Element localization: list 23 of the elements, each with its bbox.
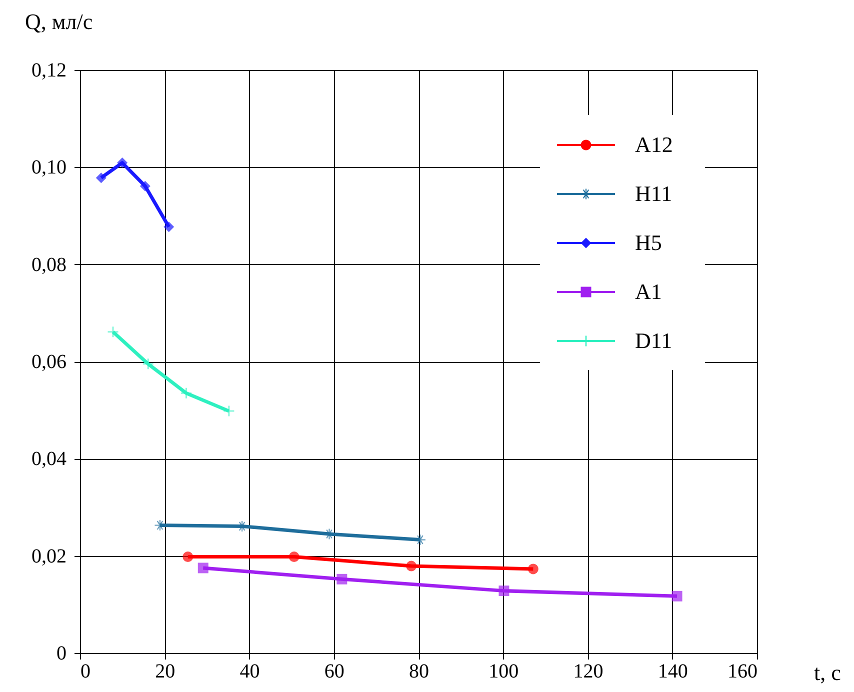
- x-tick-label: 140: [658, 660, 688, 682]
- legend-label: D11: [635, 328, 672, 353]
- legend-label: A1: [635, 279, 662, 304]
- legend-label: H5: [635, 230, 662, 255]
- x-tick-label: 40: [240, 660, 260, 682]
- x-tick-label: 160: [728, 660, 758, 682]
- y-tick-label: 0,08: [32, 254, 66, 276]
- x-tick-label: 80: [409, 660, 429, 682]
- y-tick-label: 0: [56, 642, 66, 664]
- legend-label: H11: [635, 181, 672, 206]
- y-tick-label: 0,06: [32, 351, 66, 373]
- x-tick-label: 20: [155, 660, 176, 682]
- y-tick-label: 0,10: [32, 156, 66, 179]
- x-tick-label: 100: [488, 660, 519, 682]
- x-tick-label: 120: [573, 660, 604, 682]
- x-axis-title: t, с: [814, 660, 842, 685]
- x-tick-label: 60: [324, 660, 344, 682]
- y-tick-label: 0,02: [32, 545, 66, 568]
- y-axis-title: Q, мл/с: [25, 9, 93, 34]
- x-tick-label: 0: [80, 660, 90, 682]
- y-tick-label: 0,12: [32, 60, 66, 82]
- y-tick-label: 0,04: [32, 448, 66, 470]
- legend-label: A12: [635, 132, 673, 157]
